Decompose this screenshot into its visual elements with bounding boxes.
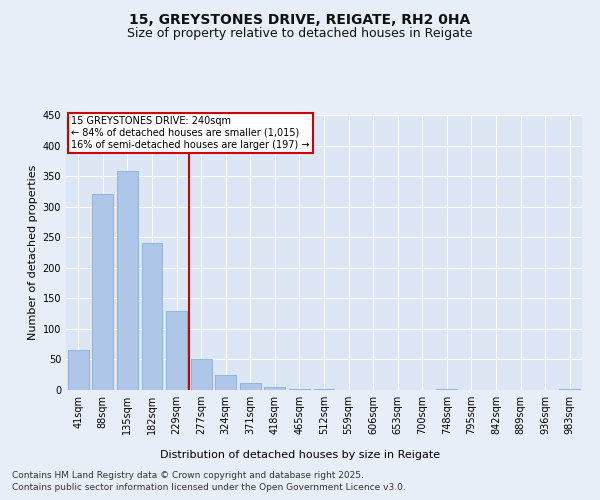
Text: Size of property relative to detached houses in Reigate: Size of property relative to detached ho…: [127, 28, 473, 40]
Bar: [436, 389, 457, 390]
Bar: [117, 171, 138, 390]
Bar: [240, 382, 261, 390]
Text: Contains HM Land Registry data © Crown copyright and database right 2025.: Contains HM Land Registry data © Crown c…: [12, 471, 364, 480]
Text: Distribution of detached houses by size in Reigate: Distribution of detached houses by size …: [160, 450, 440, 460]
Bar: [142, 244, 163, 390]
Text: 15 GREYSTONES DRIVE: 240sqm
← 84% of detached houses are smaller (1,015)
16% of : 15 GREYSTONES DRIVE: 240sqm ← 84% of det…: [71, 116, 310, 150]
Bar: [191, 360, 212, 390]
Bar: [92, 194, 113, 390]
Bar: [68, 350, 89, 390]
Text: 15, GREYSTONES DRIVE, REIGATE, RH2 0HA: 15, GREYSTONES DRIVE, REIGATE, RH2 0HA: [130, 12, 470, 26]
Text: Contains public sector information licensed under the Open Government Licence v3: Contains public sector information licen…: [12, 484, 406, 492]
Bar: [265, 387, 286, 390]
Bar: [166, 310, 187, 390]
Bar: [559, 389, 580, 390]
Y-axis label: Number of detached properties: Number of detached properties: [28, 165, 38, 340]
Bar: [215, 374, 236, 390]
